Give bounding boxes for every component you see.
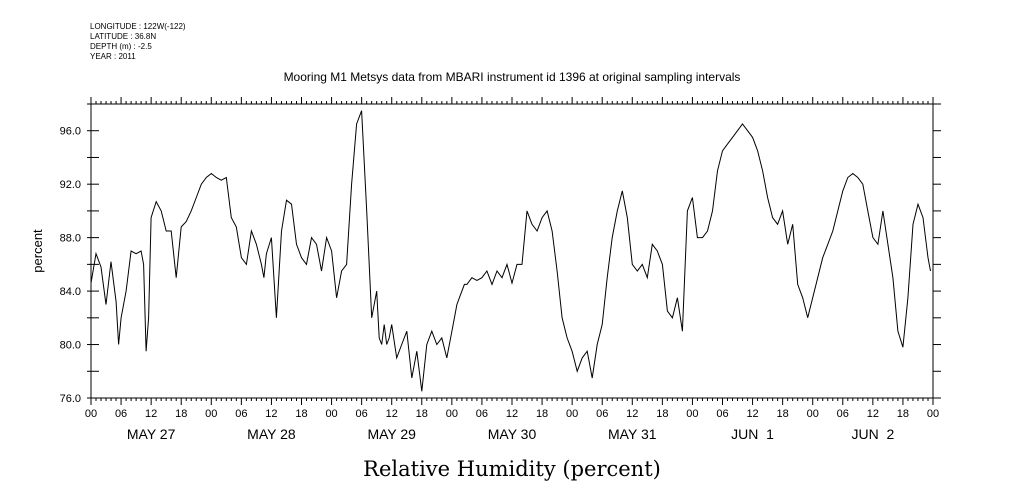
x-tick-label: 06	[235, 408, 247, 420]
y-tick-label: 84.0	[60, 286, 81, 298]
day-label: MAY 28	[247, 426, 296, 442]
x-tick-label: 12	[746, 408, 758, 420]
plot-frame	[90, 103, 934, 399]
y-tick-label: 96.0	[60, 126, 81, 138]
day-label: MAY 30	[488, 426, 537, 442]
meta-year: YEAR : 2011	[90, 52, 136, 61]
y-tick-label: 76.0	[60, 393, 81, 405]
metadata-block: LONGITUDE : 122W(-122) LATITUDE : 36.8N …	[90, 22, 186, 62]
x-tick-label: 00	[446, 408, 458, 420]
x-tick-label: 18	[175, 408, 187, 420]
x-tick-label: 00	[807, 408, 819, 420]
x-tick-label: 06	[476, 408, 488, 420]
x-tick-label: 18	[416, 408, 428, 420]
day-label: JUN 1	[731, 426, 774, 442]
chart-title: Mooring M1 Metsys data from MBARI instru…	[284, 70, 741, 84]
x-tick-label: 12	[386, 408, 398, 420]
x-tick-label: 00	[927, 408, 939, 420]
x-tick-label: 12	[265, 408, 277, 420]
y-tick-labels: 76.0 80.0 84.0 88.0 92.0 96.0	[60, 126, 81, 405]
x-tick-label: 06	[837, 408, 849, 420]
x-tick-label: 06	[596, 408, 608, 420]
x-tick-label: 06	[115, 408, 127, 420]
humidity-series-line	[90, 110, 931, 392]
x-tick-label: 12	[626, 408, 638, 420]
meta-latitude: LATITUDE : 36.8N	[90, 32, 157, 41]
x-tick-label: 00	[566, 408, 578, 420]
y-axis-label: percent	[30, 229, 45, 273]
y-tick-label: 92.0	[60, 179, 81, 191]
x-tick-label: 18	[536, 408, 548, 420]
x-tick-label: 06	[716, 408, 728, 420]
x-axis-label: Relative Humidity (percent)	[363, 457, 661, 481]
y-tick-label: 80.0	[60, 340, 81, 352]
day-label: JUN 2	[851, 426, 894, 442]
x-tick-label: 12	[506, 408, 518, 420]
x-tick-label: 00	[85, 408, 97, 420]
x-tick-label: 18	[897, 408, 909, 420]
x-tick-label: 00	[325, 408, 337, 420]
x-tick-label: 12	[145, 408, 157, 420]
day-labels: MAY 27 MAY 28 MAY 29 MAY 30 MAY 31 JUN 1 JUN 2	[127, 426, 895, 442]
x-tick-label: 06	[356, 408, 368, 420]
x-tick-label: 18	[777, 408, 789, 420]
meta-longitude: LONGITUDE : 122W(-122)	[90, 22, 186, 31]
x-tick-label: 18	[295, 408, 307, 420]
axis-ticks	[87, 97, 941, 405]
meta-depth: DEPTH (m) : -2.5	[90, 42, 152, 51]
x-tick-labels: 00 06 12 18 00 06 12 18 00 06 12 18 00 06 12 18 00 06 12 18…	[85, 408, 939, 420]
x-tick-label: 12	[867, 408, 879, 420]
x-tick-label: 18	[656, 408, 668, 420]
x-tick-label: 00	[205, 408, 217, 420]
day-label: MAY 29	[367, 426, 416, 442]
y-tick-label: 88.0	[60, 233, 81, 245]
day-label: MAY 31	[608, 426, 657, 442]
day-label: MAY 27	[127, 426, 176, 442]
x-tick-label: 00	[686, 408, 698, 420]
